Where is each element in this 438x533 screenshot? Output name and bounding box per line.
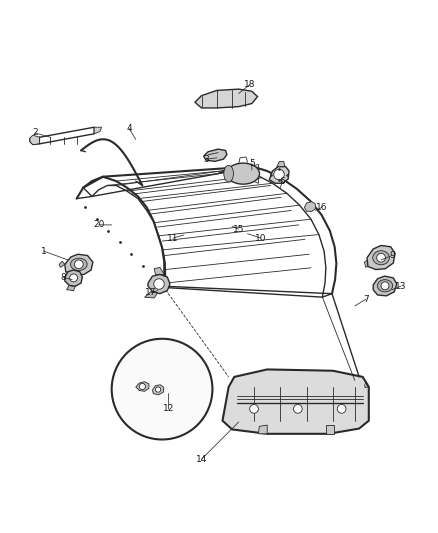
- Circle shape: [337, 405, 346, 413]
- Polygon shape: [65, 270, 82, 286]
- Ellipse shape: [227, 163, 259, 184]
- Circle shape: [377, 253, 385, 262]
- Circle shape: [70, 274, 78, 282]
- Ellipse shape: [377, 280, 392, 292]
- Circle shape: [293, 405, 302, 413]
- Polygon shape: [195, 89, 258, 108]
- Text: 1: 1: [41, 247, 47, 256]
- Polygon shape: [148, 274, 170, 294]
- Text: 14: 14: [196, 455, 207, 464]
- Text: ø: ø: [364, 381, 368, 390]
- Polygon shape: [94, 127, 102, 134]
- Circle shape: [381, 282, 389, 290]
- Polygon shape: [136, 382, 149, 391]
- Polygon shape: [30, 135, 39, 145]
- Circle shape: [112, 339, 212, 440]
- Text: 10: 10: [255, 233, 266, 243]
- Text: 6: 6: [279, 176, 286, 185]
- Polygon shape: [326, 425, 334, 434]
- Text: 20: 20: [93, 220, 104, 229]
- Circle shape: [154, 279, 164, 289]
- Text: 15: 15: [233, 225, 244, 234]
- Text: 18: 18: [244, 80, 255, 89]
- Circle shape: [155, 387, 161, 392]
- Text: 9: 9: [389, 251, 395, 260]
- Text: 7: 7: [363, 295, 369, 304]
- Circle shape: [274, 169, 284, 180]
- Polygon shape: [154, 268, 164, 274]
- Circle shape: [250, 405, 258, 413]
- Text: 17: 17: [145, 288, 157, 297]
- Ellipse shape: [373, 251, 389, 265]
- Text: 2: 2: [32, 128, 38, 138]
- Polygon shape: [367, 246, 395, 270]
- Polygon shape: [223, 369, 369, 434]
- Circle shape: [237, 96, 243, 102]
- Polygon shape: [304, 201, 315, 211]
- Polygon shape: [65, 254, 93, 275]
- Ellipse shape: [224, 165, 233, 182]
- Text: 3: 3: [203, 155, 209, 164]
- Ellipse shape: [71, 258, 87, 270]
- Circle shape: [221, 96, 227, 102]
- Text: 8: 8: [60, 273, 67, 282]
- Text: 4: 4: [127, 124, 132, 133]
- Polygon shape: [59, 261, 65, 268]
- Polygon shape: [364, 260, 369, 268]
- Circle shape: [212, 151, 219, 157]
- Text: 5: 5: [249, 159, 255, 168]
- Polygon shape: [152, 385, 164, 395]
- Polygon shape: [373, 276, 397, 296]
- Polygon shape: [204, 149, 227, 161]
- Circle shape: [206, 99, 212, 105]
- Text: 12: 12: [163, 405, 174, 414]
- Text: 13: 13: [395, 282, 406, 290]
- Text: 16: 16: [316, 203, 328, 212]
- Text: 11: 11: [167, 233, 179, 243]
- Polygon shape: [145, 292, 158, 298]
- Polygon shape: [67, 285, 75, 290]
- Polygon shape: [277, 161, 285, 167]
- Polygon shape: [269, 167, 289, 183]
- Polygon shape: [258, 425, 267, 434]
- Circle shape: [139, 383, 145, 390]
- Circle shape: [74, 260, 83, 269]
